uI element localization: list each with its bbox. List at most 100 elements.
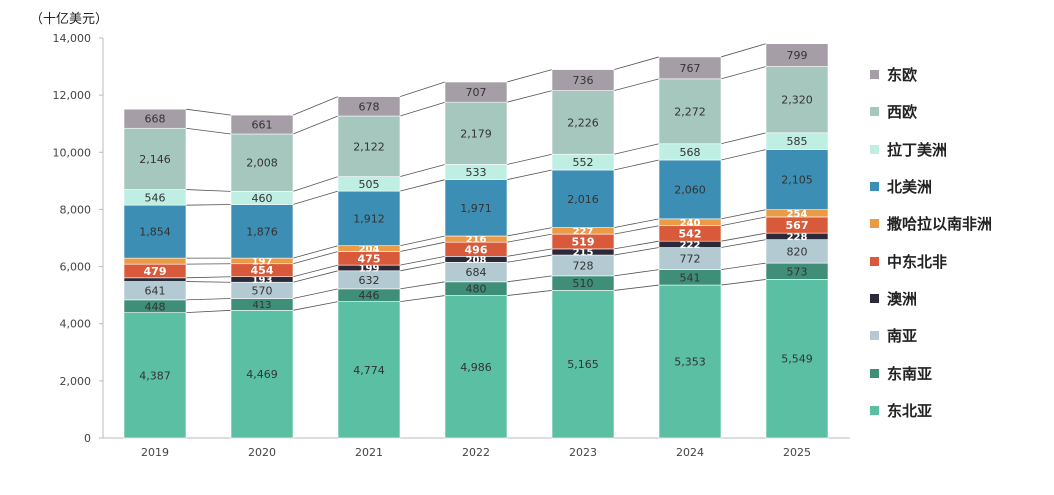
bar-value-label: 552 [573,156,594,169]
legend-item: 东欧 [870,56,992,93]
bar-segment [765,66,829,134]
legend-item: 澳洲 [870,280,992,317]
bar-value-label: 4,387 [139,369,171,382]
bar-value-label: 227 [573,226,594,237]
connector-line [720,279,767,286]
connector-line [292,96,339,116]
bar-value-label: 2,016 [567,193,599,206]
x-tick-label: 2023 [569,446,597,459]
x-tick-label: 2019 [141,446,169,459]
bar-value-label: 505 [359,178,380,191]
bar-segment [765,43,829,67]
bar-value-label: 546 [145,191,166,204]
bar-segment [551,69,615,91]
connector-line [292,176,339,192]
bar-segment [658,159,722,220]
connector-line [399,261,446,272]
legend-swatch [870,144,879,154]
connector-line [292,190,339,205]
bar-value-label: 5,353 [674,356,706,369]
connector-line [720,149,767,161]
y-tick-label: 0 [84,432,91,445]
connector-line [399,179,446,192]
bar-segment [123,127,187,190]
legend-item: 撒哈拉以南非洲 [870,205,992,242]
bar-value-label: 678 [359,100,380,113]
bar-value-label: 4,469 [246,368,278,381]
legend-item: 西欧 [870,93,992,130]
connector-line [185,108,232,116]
bar-value-label: 5,549 [781,353,813,366]
connector-line [613,143,660,155]
connector-line [399,255,446,266]
connector-line [506,254,553,263]
bar-value-label: 448 [145,300,166,313]
connector-line [185,298,232,301]
bar-segment [444,179,508,237]
connector-line [185,276,232,279]
y-axis-unit-label: （十亿美元） [30,12,109,27]
legend-label: 东南亚 [887,364,933,383]
bar-value-label: 2,146 [139,153,171,166]
bar-value-label: 1,854 [139,226,171,239]
bar-value-label: 2,272 [674,105,706,118]
bar-value-label: 641 [145,285,166,298]
bar-value-label: 2,060 [674,183,706,196]
connector-line [720,262,767,270]
connector-line [720,66,767,80]
bar-value-label: 193 [252,275,273,286]
bar-segment [123,277,187,282]
bar-value-label: 460 [252,192,273,205]
bar-value-label: 2,179 [460,127,492,140]
bar-value-label: 496 [465,243,488,256]
bar-segment [123,108,187,129]
bar-value-label: 5,165 [567,358,599,371]
bar-segment [658,56,722,80]
bar-value-label: 208 [466,255,487,266]
y-tick-label: 6,000 [60,261,92,274]
bar-value-label: 684 [466,266,487,279]
bar-value-label: 661 [252,119,273,132]
connector-line [185,189,232,192]
connector-line [292,264,339,278]
bar-value-label: 728 [573,259,594,272]
y-tick-label: 12,000 [53,89,92,102]
bar-value-label: 542 [679,227,702,240]
connector-line [613,225,660,235]
x-tick-label: 2024 [676,446,704,459]
bar-segment [444,101,508,165]
bar-value-label: 567 [786,219,809,232]
connector-line [185,281,232,283]
bar-segment [337,115,401,177]
connector-line [399,164,446,178]
bar-value-label: 480 [466,283,487,296]
bar-value-label: 772 [680,253,701,266]
connector-line [506,275,553,283]
bar-segment [765,279,829,439]
connector-line [613,218,660,228]
legend-item: 北美洲 [870,168,992,205]
x-tick-label: 2021 [355,446,383,459]
bar-value-label: 475 [358,252,381,265]
connector-line [185,204,232,206]
bar-value-label: 736 [573,74,594,87]
connector-line [506,69,553,83]
x-tick-label: 2020 [248,446,276,459]
legend-swatch [870,107,879,117]
legend-item: 南亚 [870,317,992,354]
bar-segment [337,190,401,247]
legend-item: 东南亚 [870,354,992,391]
x-tick-label: 2022 [462,446,490,459]
bar-segment [123,204,187,259]
legend-swatch [870,70,879,80]
bar-value-label: 585 [787,135,808,148]
connector-line [399,295,446,302]
connector-line [720,216,767,227]
bar-value-label: 573 [787,265,808,278]
bar-segment [230,133,294,192]
bar-value-label: 707 [466,86,487,99]
bar-value-label: 197 [252,256,273,267]
legend-swatch [870,405,879,415]
bar-value-label: 2,008 [246,157,278,170]
bar-segment [658,284,722,439]
